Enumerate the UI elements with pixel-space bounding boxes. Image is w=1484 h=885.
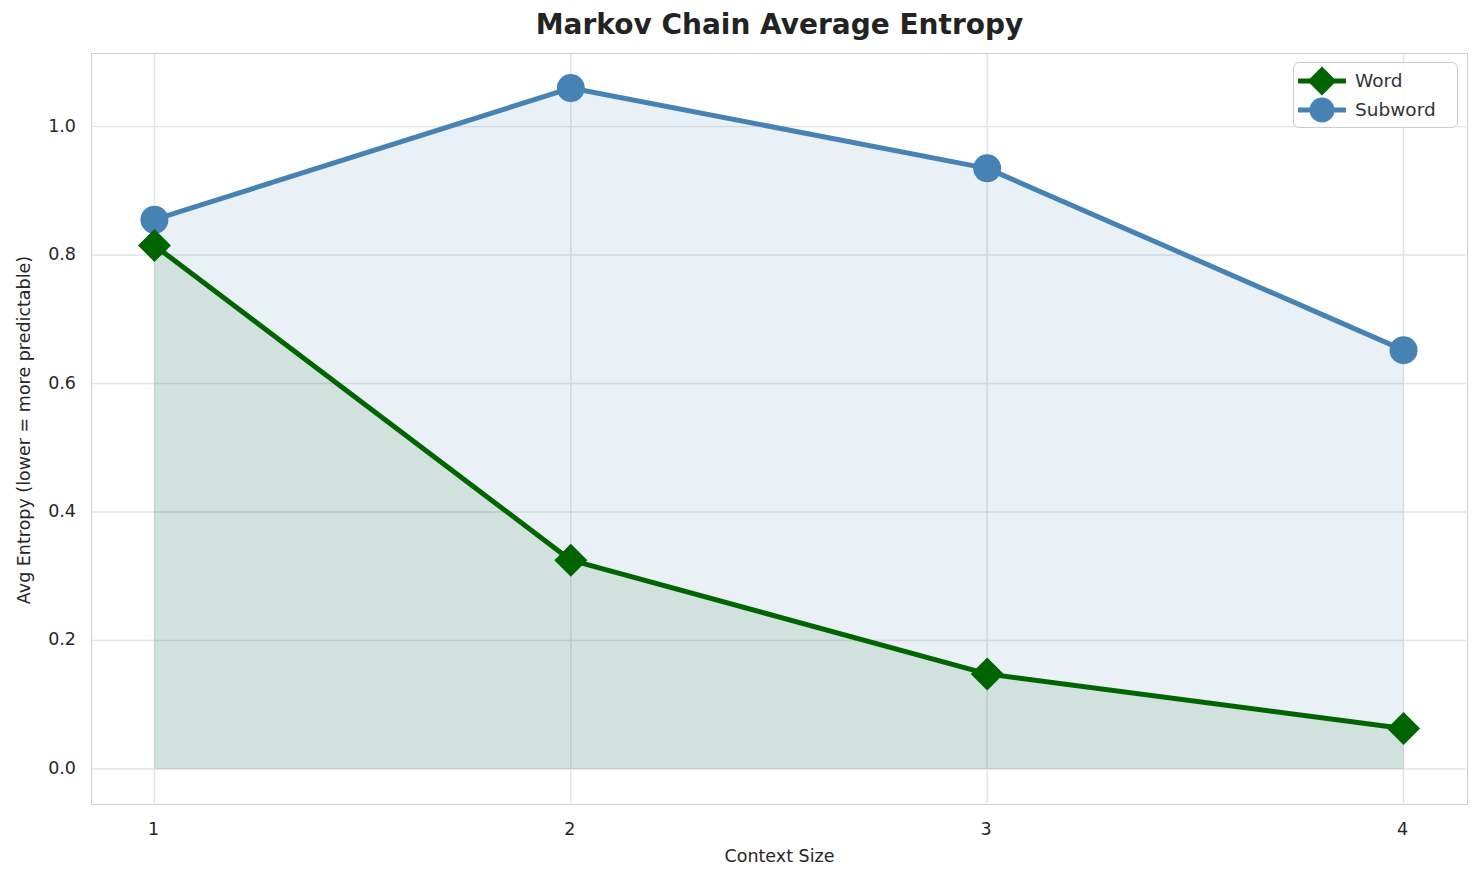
legend-word-marker-icon <box>1308 66 1337 95</box>
y-axis-label: Avg Entropy (lower = more predictable) <box>14 230 38 630</box>
x-tick-label: 1 <box>123 818 183 840</box>
chart-figure: Markov Chain Average Entropy 0.00.20.40.… <box>0 0 1484 885</box>
legend-subword-marker-icon <box>1310 97 1335 122</box>
y-tick-label: 1.0 <box>14 115 76 137</box>
y-tick-label: 0.0 <box>14 757 76 779</box>
legend-word-sample <box>1298 66 1346 96</box>
legend-word-label: Word <box>1355 70 1403 91</box>
x-axis-label: Context Size <box>91 846 1468 866</box>
y-tick-label: 0.2 <box>14 628 76 650</box>
series-subword-marker <box>557 74 585 102</box>
series-subword-marker <box>1390 336 1418 364</box>
legend-subword-label: Subword <box>1355 99 1436 120</box>
plot-area <box>91 53 1468 805</box>
plot-canvas <box>92 54 1466 803</box>
legend-subword-sample <box>1298 95 1346 125</box>
x-tick-label: 4 <box>1373 818 1433 840</box>
x-tick-label: 2 <box>540 818 600 840</box>
chart-title: Markov Chain Average Entropy <box>91 8 1468 41</box>
legend: Word Subword <box>1293 62 1458 128</box>
legend-item-word: Word <box>1298 66 1449 95</box>
x-tick-label: 3 <box>956 818 1016 840</box>
series-subword-marker <box>973 154 1001 182</box>
legend-item-subword: Subword <box>1298 95 1449 124</box>
